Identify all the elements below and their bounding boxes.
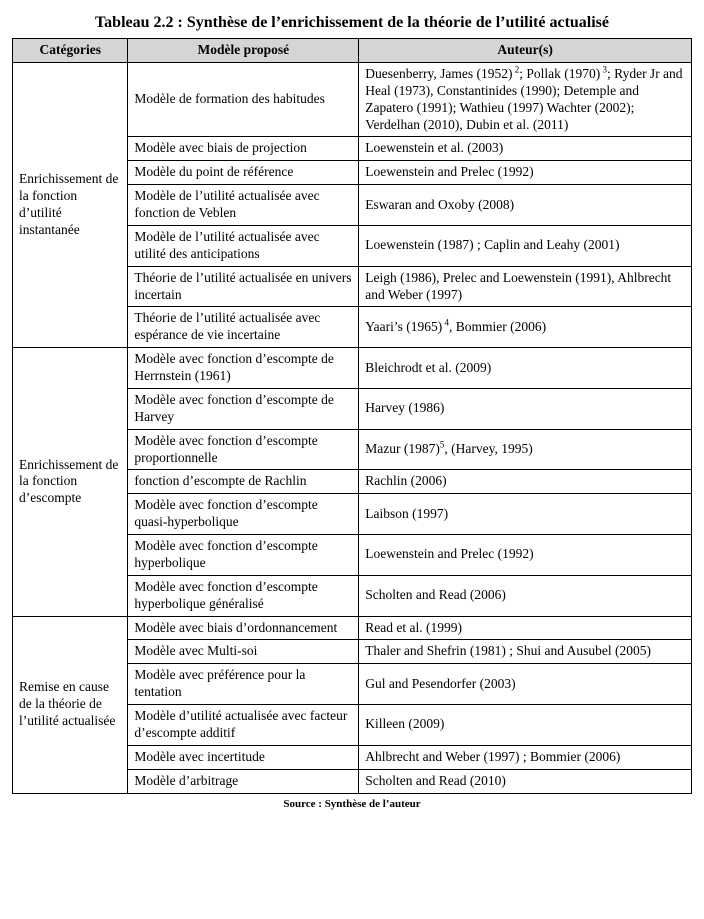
table-row: Remise en cause de la théorie de l’utili… <box>13 616 692 640</box>
modele-cell: Modèle avec fonction d’escompte de Harve… <box>128 388 359 429</box>
modele-cell: Modèle avec biais d’ordonnancement <box>128 616 359 640</box>
auteurs-cell: Ahlbrecht and Weber (1997) ; Bommier (20… <box>359 745 692 769</box>
modele-cell: Modèle avec fonction d’escompte hyperbol… <box>128 535 359 576</box>
category-cell: Enrichissement de la fonction d’utilité … <box>13 62 128 347</box>
modele-cell: Modèle avec fonction d’escompte hyperbol… <box>128 575 359 616</box>
modele-cell: Modèle avec fonction d’escompte quasi-hy… <box>128 494 359 535</box>
auteurs-cell: Mazur (1987)5, (Harvey, 1995) <box>359 429 692 470</box>
modele-cell: Modèle de formation des habitudes <box>128 62 359 137</box>
modele-cell: Modèle avec fonction d’escompte proporti… <box>128 429 359 470</box>
modele-cell: Modèle de l’utilité actualisée avec fonc… <box>128 185 359 226</box>
auteurs-cell: Yaari’s (1965) 4, Bommier (2006) <box>359 307 692 348</box>
auteurs-cell: Read et al. (1999) <box>359 616 692 640</box>
auteurs-cell: Bleichrodt et al. (2009) <box>359 348 692 389</box>
modele-cell: Modèle d’utilité actualisée avec facteur… <box>128 705 359 746</box>
auteurs-cell: Gul and Pesendorfer (2003) <box>359 664 692 705</box>
auteurs-cell: Loewenstein (1987) ; Caplin and Leahy (2… <box>359 225 692 266</box>
auteurs-cell: Killeen (2009) <box>359 705 692 746</box>
table-row: Enrichissement de la fonction d’utilité … <box>13 62 692 137</box>
modele-cell: Modèle avec incertitude <box>128 745 359 769</box>
table-source: Source : Synthèse de l’auteur <box>12 798 692 810</box>
modele-cell: fonction d’escompte de Rachlin <box>128 470 359 494</box>
modele-cell: Modèle avec biais de projection <box>128 137 359 161</box>
category-cell: Enrichissement de la fonction d’escompte <box>13 348 128 616</box>
auteurs-cell: Scholten and Read (2010) <box>359 769 692 793</box>
auteurs-cell: Loewenstein and Prelec (1992) <box>359 535 692 576</box>
col-header-categories: Catégories <box>13 39 128 63</box>
modele-cell: Modèle avec fonction d’escompte de Herrn… <box>128 348 359 389</box>
modele-cell: Modèle d’arbitrage <box>128 769 359 793</box>
modele-cell: Modèle de l’utilité actualisée avec util… <box>128 225 359 266</box>
auteurs-cell: Loewenstein et al. (2003) <box>359 137 692 161</box>
auteurs-cell: Leigh (1986), Prelec and Loewenstein (19… <box>359 266 692 307</box>
auteurs-cell: Laibson (1997) <box>359 494 692 535</box>
auteurs-cell: Harvey (1986) <box>359 388 692 429</box>
auteurs-cell: Thaler and Shefrin (1981) ; Shui and Aus… <box>359 640 692 664</box>
modele-cell: Modèle avec Multi-soi <box>128 640 359 664</box>
auteurs-cell: Rachlin (2006) <box>359 470 692 494</box>
col-header-modele: Modèle proposé <box>128 39 359 63</box>
table-title: Tableau 2.2 : Synthèse de l’enrichisseme… <box>12 14 692 32</box>
auteurs-cell: Eswaran and Oxoby (2008) <box>359 185 692 226</box>
modele-cell: Théorie de l’utilité actualisée en unive… <box>128 266 359 307</box>
table-row: Enrichissement de la fonction d’escompte… <box>13 348 692 389</box>
category-cell: Remise en cause de la théorie de l’utili… <box>13 616 128 793</box>
modele-cell: Modèle avec préférence pour la tentation <box>128 664 359 705</box>
col-header-auteurs: Auteur(s) <box>359 39 692 63</box>
auteurs-cell: Scholten and Read (2006) <box>359 575 692 616</box>
table-header-row: Catégories Modèle proposé Auteur(s) <box>13 39 692 63</box>
auteurs-cell: Duesenberry, James (1952) 2; Pollak (197… <box>359 62 692 137</box>
synthesis-table: Catégories Modèle proposé Auteur(s) Enri… <box>12 38 692 794</box>
auteurs-cell: Loewenstein and Prelec (1992) <box>359 161 692 185</box>
modele-cell: Modèle du point de référence <box>128 161 359 185</box>
modele-cell: Théorie de l’utilité actualisée avec esp… <box>128 307 359 348</box>
